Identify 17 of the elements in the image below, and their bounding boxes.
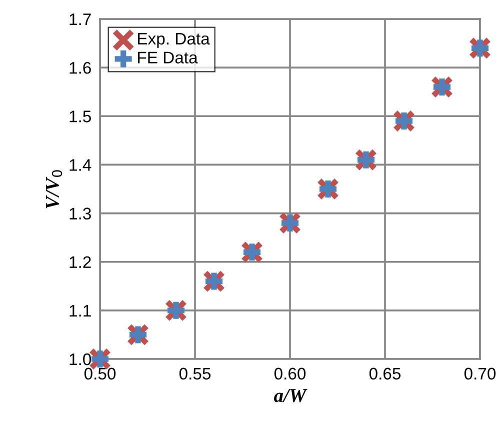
legend-label: Exp. Data xyxy=(138,32,210,48)
x-tick-label: 0.65 xyxy=(369,368,401,380)
y-tick-label: 1.4 xyxy=(70,159,92,171)
y-axis-title: V/V$_{0}$ xyxy=(46,170,62,208)
y-tick-label: 1.6 xyxy=(70,62,91,74)
legend-label: FE Data xyxy=(138,52,198,64)
x-tick-label: 0.55 xyxy=(179,368,211,380)
x-axis-title: a/W xyxy=(274,389,308,402)
x-tick-label: 0.70 xyxy=(464,368,496,380)
y-tick-label: 1.3 xyxy=(70,208,91,220)
x-tick-label: 0.50 xyxy=(84,368,116,380)
y-tick-label: 1.1 xyxy=(70,305,91,316)
y-tick-label: 1.5 xyxy=(70,110,91,122)
y-tick-label: 1.7 xyxy=(70,14,91,26)
y-tick-label: 1.2 xyxy=(70,256,91,268)
y-tick-label: 1.0 xyxy=(70,353,92,366)
x-tick-label: 0.60 xyxy=(274,368,306,380)
